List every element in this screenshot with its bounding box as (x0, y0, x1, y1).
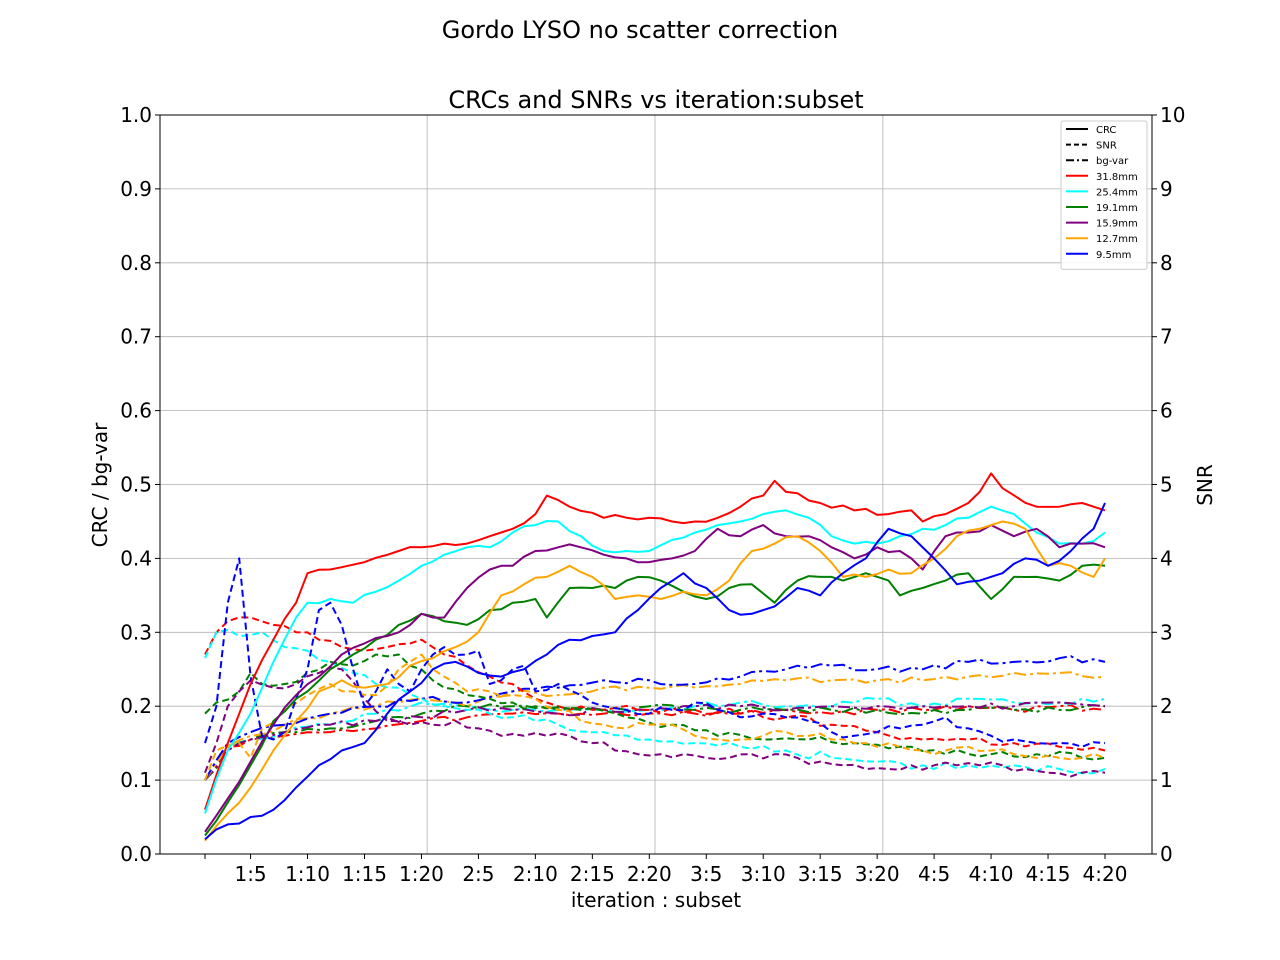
y-tick-label-right: 9 (1160, 177, 1173, 201)
legend-label: 12.7mm (1096, 234, 1138, 245)
x-tick-label: 2:15 (570, 862, 615, 886)
x-tick-label: 2:10 (513, 862, 558, 886)
series-line-bg-var-19-1mm (204, 703, 1106, 781)
x-tick-label: 3:5 (690, 862, 722, 886)
series-line-snr-9-5mm (204, 557, 1106, 748)
figure-suptitle: Gordo LYSO no scatter correction (442, 16, 838, 44)
y-tick-label-left: 0.0 (120, 842, 152, 866)
y-tick-label-right: 6 (1160, 399, 1173, 423)
x-tick-label: 3:15 (798, 862, 843, 886)
legend-label: 31.8mm (1096, 172, 1138, 183)
chart-title: CRCs and SNRs vs iteration:subset (448, 86, 863, 114)
y-axis-label-left: CRC / bg-var (88, 422, 112, 547)
y-tick-label-right: 8 (1160, 251, 1173, 275)
legend-label: 9.5mm (1096, 250, 1131, 261)
x-tick-label: 1:20 (399, 862, 444, 886)
x-tick-label: 4:20 (1083, 862, 1128, 886)
x-tick-label: 4:5 (918, 862, 950, 886)
legend-label: bg-var (1096, 156, 1129, 167)
x-axis-label: iteration : subset (571, 888, 741, 912)
x-tick-label: 1:5 (234, 862, 266, 886)
y-tick-label-left: 0.7 (120, 325, 152, 349)
y-tick-label-right: 2 (1160, 694, 1173, 718)
x-tick-label: 3:20 (855, 862, 900, 886)
series-line-bg-var-31-8mm (204, 704, 1106, 781)
x-tick-label: 1:10 (285, 862, 330, 886)
series-line-bg-var-9-5mm (204, 655, 1106, 781)
legend-label: SNR (1096, 141, 1117, 152)
x-tick-label: 4:10 (969, 862, 1014, 886)
x-axis: 1:5 1:10 1:15 1:20 2:5 2:10 2:15 2:20 3:5 3:10 3:1… (204, 854, 1128, 886)
series-line-bg-var-12-7mm (204, 671, 1106, 781)
series-line-crc-12-7mm (204, 520, 1106, 842)
series-line-snr-31-8mm (204, 616, 1106, 752)
legend-label: 19.1mm (1096, 203, 1138, 214)
x-tick-label: 4:15 (1026, 862, 1071, 886)
y-tick-label-left: 0.2 (120, 694, 152, 718)
y-tick-label-right: 3 (1160, 620, 1173, 644)
y-tick-label-right: 5 (1160, 473, 1173, 497)
right-y-axis: 0 1 2 3 4 5 6 7 8 9 10 (1152, 103, 1185, 866)
series-line-crc-19-1mm (204, 563, 1106, 837)
y-tick-label-right: 0 (1160, 842, 1173, 866)
legend-label: 25.4mm (1096, 187, 1138, 198)
y-tick-label-left: 0.6 (120, 399, 152, 423)
grid (160, 115, 1152, 854)
series-layer (204, 472, 1106, 842)
series-line-bg-var-15-9mm (204, 701, 1106, 781)
left-y-axis: 0.0 0.1 0.2 0.3 0.4 0.5 0.6 0.7 0.8 0.9 1.0 (120, 103, 160, 866)
y-tick-label-left: 0.3 (120, 620, 152, 644)
legend-box (1060, 120, 1148, 270)
legend-label: 15.9mm (1096, 219, 1138, 230)
x-tick-label: 2:20 (627, 862, 672, 886)
y-tick-label-right: 4 (1160, 546, 1173, 570)
plot-area (159, 114, 1153, 855)
y-tick-label-right: 10 (1160, 103, 1185, 127)
x-tick-label: 3:10 (741, 862, 786, 886)
series-line-snr-12-7mm (204, 653, 1106, 781)
y-tick-label-left: 0.5 (120, 473, 152, 497)
y-tick-label-left: 0.8 (120, 251, 152, 275)
x-tick-label: 2:5 (462, 862, 494, 886)
y-tick-label-left: 0.1 (120, 768, 152, 792)
y-axis-label-right: SNR (1193, 464, 1217, 506)
series-line-crc-31-8mm (204, 472, 1106, 811)
legend: CRC SNR bg-var 31.8mm 25.4mm 19.1mm 15.9mm 12.7… (1060, 120, 1148, 270)
y-tick-label-left: 1.0 (120, 103, 152, 127)
series-line-crc-15-9mm (204, 524, 1106, 833)
series-line-crc-25-4mm (204, 505, 1106, 814)
y-tick-label-left: 0.9 (120, 177, 152, 201)
plot-frame (159, 114, 1153, 855)
series-line-crc-9-5mm (204, 502, 1106, 840)
legend-label: CRC (1096, 125, 1116, 136)
x-tick-label: 1:15 (342, 862, 387, 886)
y-tick-label-right: 1 (1160, 768, 1173, 792)
y-tick-label-left: 0.4 (120, 546, 152, 570)
y-tick-label-right: 7 (1160, 325, 1173, 349)
series-line-snr-15-9mm (204, 666, 1106, 778)
